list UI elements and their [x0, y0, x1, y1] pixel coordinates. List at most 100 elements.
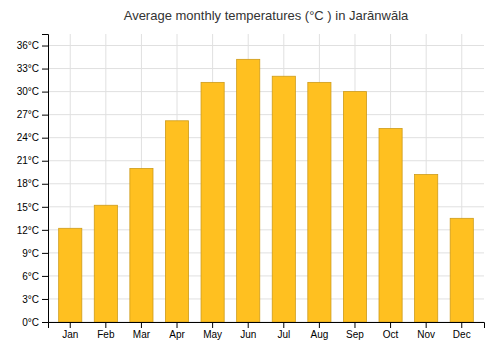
y-tick: 33°C — [17, 63, 48, 74]
bar — [94, 205, 117, 322]
y-tick-label: 24°C — [17, 132, 39, 143]
y-tick-mark — [42, 115, 48, 116]
bar — [130, 168, 153, 322]
bar — [59, 228, 82, 322]
x-tick-label: Sep — [346, 329, 364, 340]
x-tick: Aug — [310, 322, 328, 340]
y-grid-line — [48, 91, 484, 92]
y-grid-line — [48, 137, 484, 138]
chart-container: 0°C 3°C 6°C 9°C 12°C 15°C 18°C 21°C 24°C 27°C 30°C… — [0, 0, 500, 350]
x-tick: Oct — [383, 322, 399, 340]
y-grid-line — [48, 160, 484, 161]
y-tick-mark — [42, 207, 48, 208]
bar — [450, 218, 473, 322]
y-tick-label: 12°C — [17, 225, 39, 236]
x-tick: Dec — [453, 322, 471, 340]
y-grid-line — [48, 68, 484, 69]
y-tick: 36°C — [17, 40, 48, 51]
y-tick: 18°C — [17, 178, 48, 189]
x-tick-label: May — [203, 329, 222, 340]
y-tick-label: 15°C — [17, 202, 39, 213]
y-tick-mark — [42, 161, 48, 162]
x-tick-mark — [141, 322, 142, 328]
x-tick-mark — [319, 322, 320, 328]
x-tick: Feb — [97, 322, 115, 340]
y-tick: 24°C — [17, 132, 48, 143]
x-tick: Nov — [417, 322, 435, 340]
y-tick-mark — [42, 69, 48, 70]
y-tick: 12°C — [17, 225, 48, 236]
y-tick: 9°C — [22, 248, 48, 259]
x-tick-label: Nov — [417, 329, 435, 340]
bars — [59, 59, 474, 322]
x-tick: Apr — [169, 322, 185, 340]
x-axis: Jan Feb Mar Apr May Jun Jul Aug Sep Oct Nov Dec — [49, 322, 485, 340]
y-tick-mark — [42, 299, 48, 300]
bar — [201, 82, 224, 322]
y-tick: 3°C — [22, 294, 48, 305]
y-tick-label: 21°C — [17, 155, 39, 166]
y-tick-mark — [42, 92, 48, 93]
y-tick-mark — [42, 184, 48, 185]
y-grid-line — [48, 114, 484, 115]
y-tick-label: 3°C — [22, 294, 39, 305]
x-tick: Jun — [240, 322, 256, 340]
chart-svg: 0°C 3°C 6°C 9°C 12°C 15°C 18°C 21°C 24°C 27°C 30°C… — [0, 0, 500, 350]
y-axis: 0°C 3°C 6°C 9°C 12°C 15°C 18°C 21°C 24°C 27°C 30°C… — [17, 35, 49, 328]
y-tick-label: 9°C — [22, 248, 39, 259]
y-tick: 21°C — [17, 155, 48, 166]
bar — [237, 59, 260, 322]
x-tick-mark — [426, 322, 427, 328]
bar — [415, 175, 438, 322]
x-tick-label: Feb — [97, 329, 115, 340]
x-tick-label: Aug — [310, 329, 328, 340]
x-tick-mark — [70, 322, 71, 328]
x-tick-label: Jun — [240, 329, 256, 340]
y-tick-mark — [42, 276, 48, 277]
x-tick-label: Oct — [383, 329, 399, 340]
y-tick-mark — [42, 322, 48, 323]
y-tick-label: 33°C — [17, 63, 39, 74]
x-tick-label: Mar — [133, 329, 151, 340]
y-tick-label: 18°C — [17, 178, 39, 189]
y-tick: 15°C — [17, 202, 48, 213]
y-tick-label: 0°C — [22, 317, 39, 328]
x-tick-label: Apr — [169, 329, 185, 340]
y-tick: 6°C — [22, 271, 48, 282]
plot-area: 0°C 3°C 6°C 9°C 12°C 15°C 18°C 21°C 24°C 27°C 30°C… — [17, 34, 485, 340]
x-tick: May — [203, 322, 222, 340]
x-tick: Mar — [133, 322, 151, 340]
y-tick: 0°C — [22, 317, 48, 328]
y-tick-mark — [42, 230, 48, 231]
y-grid-line — [48, 45, 484, 46]
x-tick-mark — [177, 322, 178, 328]
grid — [48, 34, 484, 322]
y-tick: 27°C — [17, 109, 48, 120]
y-tick-label: 30°C — [17, 86, 39, 97]
x-tick-mark — [212, 322, 213, 328]
x-tick-label: Dec — [453, 329, 471, 340]
y-tick-mark — [42, 138, 48, 139]
y-tick-label: 6°C — [22, 271, 39, 282]
y-tick-mark — [42, 46, 48, 47]
x-tick: Jul — [277, 322, 290, 340]
x-tick-label: Jul — [277, 329, 290, 340]
bar — [165, 121, 188, 322]
x-tick-mark — [105, 322, 106, 328]
x-tick-mark — [390, 322, 391, 328]
x-tick: Sep — [346, 322, 364, 340]
bar — [343, 92, 366, 322]
x-tick: Jan — [62, 322, 78, 340]
x-tick-mark — [461, 322, 462, 328]
y-tick-label: 36°C — [17, 40, 39, 51]
y-axis-line — [42, 35, 49, 323]
bar — [379, 128, 402, 322]
x-tick-label: Jan — [62, 329, 78, 340]
x-tick-mark — [248, 322, 249, 328]
x-tick-mark — [283, 322, 284, 328]
bar — [272, 76, 295, 322]
title: Average monthly temperatures (°C ) in Ja… — [124, 8, 409, 23]
x-axis-line — [49, 323, 485, 329]
y-tick: 30°C — [17, 86, 48, 97]
bar — [308, 82, 331, 322]
